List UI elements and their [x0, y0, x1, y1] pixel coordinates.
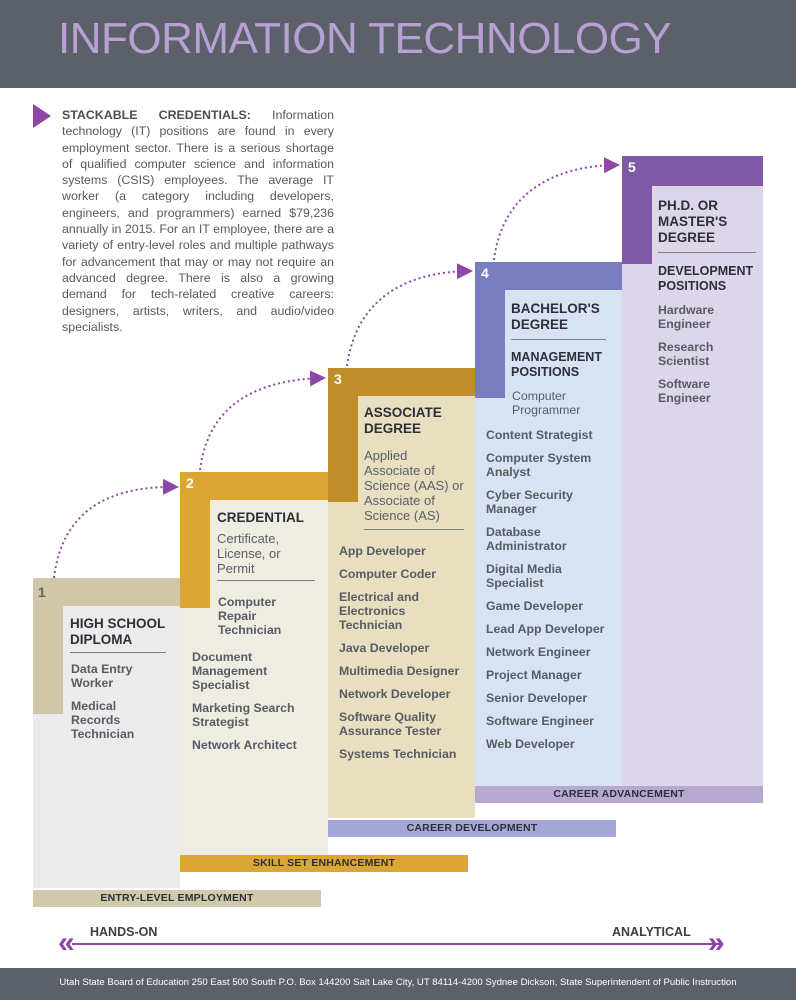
job-item: Computer Repair Technician — [218, 595, 282, 637]
level-3-number: 3 — [334, 371, 342, 387]
intro-lead: STACKABLE CREDENTIALS: — [62, 108, 251, 122]
job-item: Web Developer — [486, 737, 575, 751]
job-item: Hardware Engineer — [658, 303, 715, 331]
level-1-jobs: Data Entry Worker Medical Records Techni… — [71, 662, 171, 750]
job-item: Multimedia Designer — [339, 664, 460, 678]
level-5-side-band — [622, 156, 652, 264]
level-5-jobs: Hardware Engineer Research Scientist Sof… — [658, 303, 748, 414]
level-4-side-band — [475, 262, 505, 398]
level-4-number: 4 — [481, 265, 489, 281]
level-5-number: 5 — [628, 159, 636, 175]
level-3-side-band — [328, 368, 358, 502]
job-item: Database Administrator — [486, 525, 567, 553]
job-item: Network Developer — [339, 687, 451, 701]
job-item: Content Strategist — [486, 428, 593, 442]
job-item: Computer Coder — [339, 567, 437, 581]
bullet-triangle-icon — [33, 104, 51, 128]
footer-address: Utah State Board of Education 250 East 5… — [59, 977, 737, 988]
level-4-title: BACHELOR'S DEGREE — [511, 301, 606, 340]
job-item: Medical Records Technician — [71, 699, 135, 741]
level-5-section-head: DEVELOPMENT POSITIONS — [658, 264, 754, 293]
axis-line — [72, 943, 722, 945]
job-item: Software Engineer — [486, 714, 594, 728]
job-item: Network Engineer — [486, 645, 591, 659]
job-item: Digital Media Specialist — [486, 562, 562, 590]
arrow-3-to-4 — [346, 263, 473, 367]
level-2-number: 2 — [186, 475, 194, 491]
job-item: Network Architect — [192, 738, 297, 752]
level-2-jobs-top: Computer Repair Technician — [218, 595, 318, 646]
level-3-title: ASSOCIATE DEGREE — [364, 405, 442, 436]
career-development-bar: CAREER DEVELOPMENT — [328, 820, 616, 837]
job-item: Research Scientist — [658, 340, 714, 368]
job-item: Computer System Analyst — [486, 451, 592, 479]
level-4-jobs: Content Strategist Computer System Analy… — [486, 428, 614, 760]
job-item: Software Quality Assurance Tester — [339, 710, 442, 738]
entry-level-employment-bar: ENTRY-LEVEL EMPLOYMENT — [33, 890, 321, 907]
level-2-title: CREDENTIAL — [217, 510, 304, 525]
job-item: Software Engineer — [658, 377, 711, 405]
job-item: Computer Programmer — [512, 389, 581, 417]
level-1-side-band — [33, 578, 63, 714]
job-item: Senior Developer — [486, 691, 588, 705]
page-header: INFORMATION TECHNOLOGY — [0, 0, 796, 88]
level-2-side-band — [180, 472, 210, 608]
job-item: Lead App Developer — [486, 622, 605, 636]
level-4-section-head: MANAGEMENT POSITIONS — [511, 350, 602, 379]
page-title: INFORMATION TECHNOLOGY — [58, 14, 672, 63]
job-item: Cyber Security Manager — [486, 488, 573, 516]
intro-paragraph: STACKABLE CREDENTIALS: Information techn… — [62, 107, 334, 335]
level-3-subtitle: Applied Associate of Science (AAS) or As… — [364, 448, 464, 530]
axis-left-label: HANDS-ON — [90, 925, 158, 939]
job-item: Java Developer — [339, 641, 430, 655]
arrow-4-to-5 — [493, 157, 620, 261]
job-item: Project Manager — [486, 668, 582, 682]
level-1-number: 1 — [38, 584, 46, 600]
level-4-jobs-top: Computer Programmer — [512, 389, 612, 426]
level-5-title: PH.D. OR MASTER'S DEGREE — [658, 198, 756, 253]
job-item: Game Developer — [486, 599, 584, 613]
job-item: Electrical and Electronics Technician — [339, 590, 419, 632]
level-3-jobs: App Developer Computer Coder Electrical … — [339, 544, 467, 770]
intro-text: Information technology (IT) positions ar… — [62, 108, 334, 334]
chevron-right-icon: » — [708, 926, 725, 959]
level-2-subtitle: Certificate, License, or Permit — [217, 531, 315, 581]
career-advancement-bar: CAREER ADVANCEMENT — [475, 786, 763, 803]
job-item: Systems Technician — [339, 747, 457, 761]
job-item: Data Entry Worker — [71, 662, 133, 690]
skill-set-enhancement-bar: SKILL SET ENHANCEMENT — [180, 855, 468, 872]
job-item: Document Management Specialist — [192, 650, 268, 692]
job-item: Marketing Search Strategist — [192, 701, 295, 729]
level-2-jobs: Document Management Specialist Marketing… — [192, 650, 320, 761]
level-1-title: HIGH SCHOOL DIPLOMA — [70, 616, 166, 653]
arrow-2-to-3 — [199, 370, 326, 471]
chevron-left-icon: « — [58, 926, 75, 959]
page-footer: Utah State Board of Education 250 East 5… — [0, 968, 796, 1000]
arrow-1-to-2 — [53, 478, 179, 579]
job-item: App Developer — [339, 544, 426, 558]
axis-right-label: ANALYTICAL — [612, 925, 691, 939]
